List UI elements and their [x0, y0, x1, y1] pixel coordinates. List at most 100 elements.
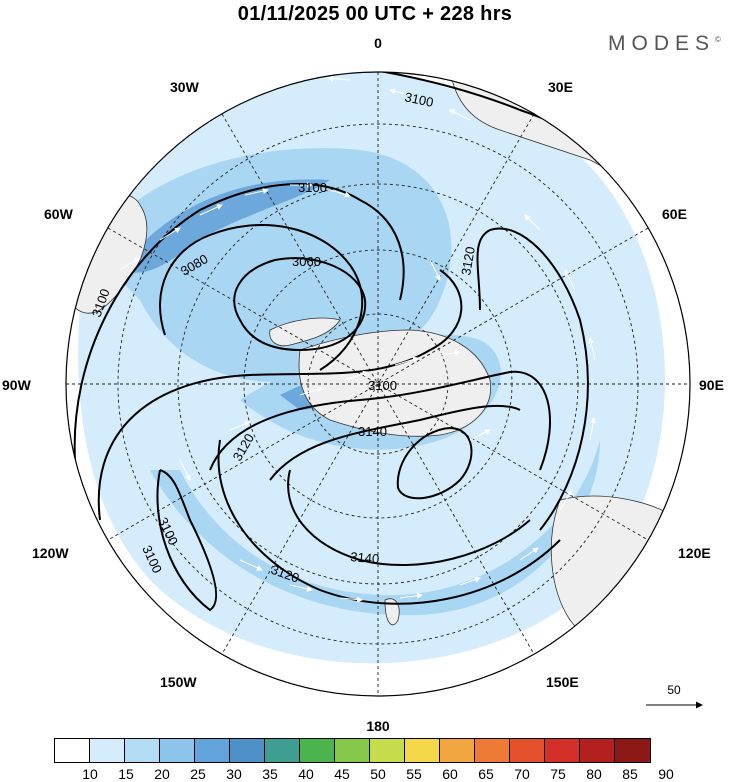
lon-label-90w: 90W	[2, 377, 32, 393]
wind-arrow	[344, 370, 369, 381]
brand-text: MODES	[608, 32, 716, 55]
colorbar-tick-label: 75	[550, 766, 566, 782]
wind-arrow	[439, 349, 461, 356]
jet-band-south	[150, 440, 600, 616]
wind-arrow	[559, 489, 573, 511]
colorbar-tick-label: 55	[406, 766, 422, 782]
contour-label: 3140	[350, 549, 380, 566]
map-border	[65, 71, 691, 697]
colorbar-swatch	[195, 739, 230, 762]
wind-arrow	[339, 596, 363, 603]
colorbar-tick-label: 90	[658, 766, 674, 782]
land-australia	[550, 495, 690, 691]
reference-arrow-icon	[646, 701, 703, 709]
colorbar-swatch	[265, 739, 300, 762]
wind-arrow	[449, 109, 471, 121]
contour-3120-south	[217, 439, 561, 605]
colorbar-tick-label: 85	[622, 766, 638, 782]
wind-arrow	[389, 88, 411, 96]
contour-label: 3140	[358, 424, 387, 439]
map-content: 3100 3100 3080 3060 3120 3100 3100 3120 …	[66, 72, 690, 696]
lon-label-90e: 90E	[699, 377, 724, 393]
contour-label: 3100	[368, 378, 397, 393]
colorbar-swatch	[440, 739, 475, 762]
land-antarctica-peninsula	[269, 317, 341, 347]
wind-arrow	[244, 188, 269, 196]
wind-arrow	[179, 459, 191, 481]
contour-3100-west	[73, 182, 405, 461]
colorbar-tick-label: 40	[298, 766, 314, 782]
lon-label-0: 0	[374, 35, 382, 51]
colorbar-tick-label: 25	[190, 766, 206, 782]
colorbar-swatch	[475, 739, 510, 762]
contour-label: 3120	[458, 245, 478, 276]
colorbar-tick-label: 15	[118, 766, 134, 782]
wind-arrow	[327, 75, 351, 82]
contour-3100-center	[97, 269, 463, 521]
land-new-zealand	[384, 598, 400, 626]
contour-3100-south-lobe	[156, 469, 218, 612]
contour-label: 3060	[292, 254, 321, 269]
wind-arrow	[519, 547, 539, 561]
wind-arrow	[329, 189, 351, 198]
polar-map: 3100 3100 3080 3060 3120 3100 3100 3120 …	[2, 35, 724, 734]
lon-label-30w: 30W	[170, 79, 200, 95]
wind-arrow	[429, 259, 441, 281]
lon-label-60e: 60E	[662, 206, 687, 222]
contour-label: 3100	[403, 89, 434, 110]
lon-label-120e: 120E	[678, 545, 711, 561]
colorbar-swatch	[510, 739, 545, 762]
lon-label-30e: 30E	[548, 79, 573, 95]
colorbar-swatch	[545, 739, 580, 762]
lon-label-60w: 60W	[44, 206, 74, 222]
colorbar-tick-label: 20	[154, 766, 170, 782]
brand-logo: MODES©	[608, 32, 721, 56]
contour-3080	[159, 224, 364, 371]
colorbar-swatch	[300, 739, 335, 762]
lon-label-150w: 150W	[160, 674, 197, 690]
colorbar-swatch	[90, 739, 125, 762]
lon-label-180: 180	[366, 718, 390, 734]
colorbar-swatch	[405, 739, 440, 762]
colorbar-tick-label: 65	[478, 766, 494, 782]
colorbar-tick-label: 60	[442, 766, 458, 782]
wind-arrow	[459, 576, 481, 586]
contour-3060	[233, 257, 367, 352]
jet-band-west-core	[120, 179, 330, 273]
wind-arrow	[239, 559, 263, 571]
wind-arrow	[119, 257, 141, 271]
wind-arrow	[589, 417, 597, 441]
wind-arrow	[469, 429, 491, 441]
wind-arrow	[299, 386, 323, 396]
reference-vector: 50	[644, 683, 714, 723]
colorbar-swatch	[335, 739, 370, 762]
lon-label-150e: 150E	[546, 674, 579, 690]
wind-arrow	[394, 356, 419, 366]
reference-vector-label: 50	[667, 683, 681, 697]
contour-3140-high	[396, 426, 473, 500]
brand-copyright: ©	[715, 35, 721, 44]
wind-arrow	[399, 592, 423, 599]
wind-arrow	[588, 337, 596, 361]
colorbar-tick-label: 10	[82, 766, 98, 782]
colorbar-tick-label: 80	[586, 766, 602, 782]
colorbar-tick-label: 45	[334, 766, 350, 782]
colorbar-swatch	[55, 739, 90, 762]
colorbar-labels: 10 15 20 25 30 35 40 45 50 55 60 65 70 75 80 85 90	[54, 766, 704, 782]
lon-label-120w: 120W	[32, 545, 69, 561]
colorbar-swatch	[615, 739, 650, 762]
colorbar-swatch	[580, 739, 615, 762]
colorbar-tick-label: 50	[370, 766, 386, 782]
colorbar-swatch	[160, 739, 195, 762]
colorbar-tick-label: 35	[262, 766, 278, 782]
longitude-labels: 0 30E 60E 90E 120E 150E 180 150W 120W 90…	[2, 35, 724, 734]
contour-3140-center	[269, 404, 521, 481]
colorbar	[54, 738, 651, 763]
contour-label: 3100	[298, 180, 327, 195]
contour-3120-east	[476, 227, 589, 531]
wind-arrow	[524, 214, 541, 231]
colorbar-swatch	[125, 739, 160, 762]
colorbar-swatch	[370, 739, 405, 762]
map-title: 01/11/2025 00 UTC + 228 hrs	[237, 3, 513, 25]
wind-arrow	[159, 227, 181, 241]
